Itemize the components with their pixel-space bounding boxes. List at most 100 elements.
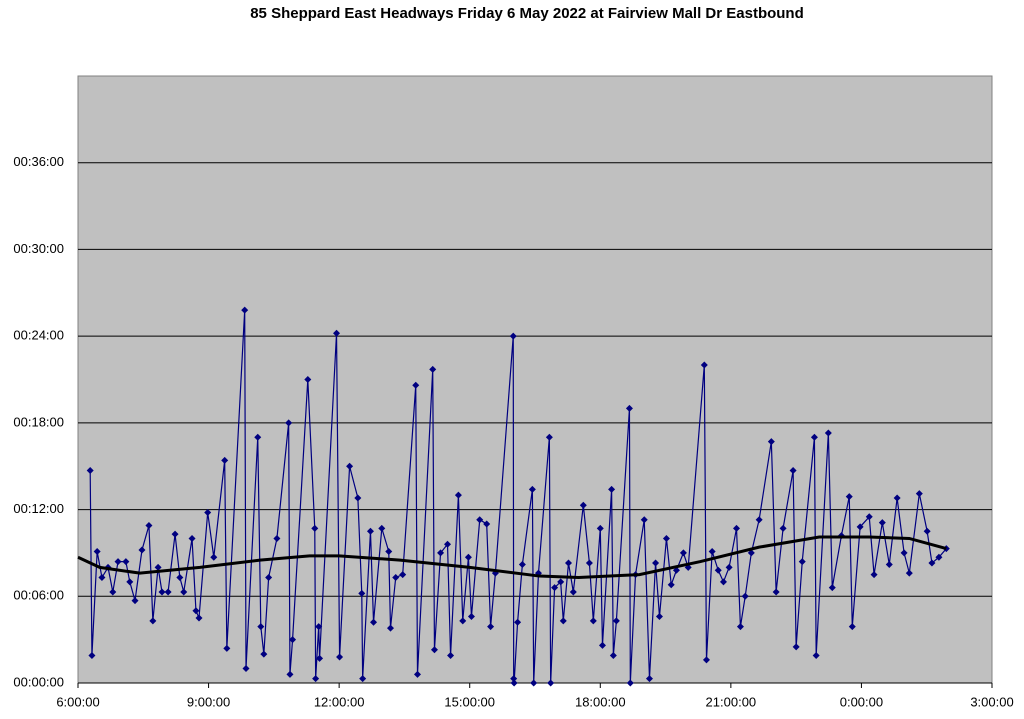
point-marker xyxy=(736,623,744,631)
point-marker xyxy=(870,571,878,579)
point-marker xyxy=(789,467,797,475)
y-tick-label: 00:36:00 xyxy=(13,154,64,169)
point-marker xyxy=(88,652,96,660)
point-marker xyxy=(885,560,893,568)
point-marker xyxy=(257,623,265,631)
trend-line xyxy=(77,535,947,579)
point-marker xyxy=(126,578,134,586)
point-marker xyxy=(667,581,675,589)
point-marker xyxy=(528,485,536,493)
y-tick-label: 00:30:00 xyxy=(13,241,64,256)
point-marker xyxy=(223,644,231,652)
point-marker xyxy=(358,589,366,597)
point-marker xyxy=(138,546,146,554)
point-marker xyxy=(316,654,324,662)
point-marker xyxy=(652,559,660,567)
point-marker xyxy=(547,679,555,687)
point-marker xyxy=(779,524,787,532)
point-marker xyxy=(304,376,312,383)
point-marker xyxy=(510,679,518,687)
point-marker xyxy=(289,636,297,644)
point-marker xyxy=(204,508,212,516)
point-marker xyxy=(354,494,362,502)
point-marker xyxy=(467,613,475,621)
point-marker xyxy=(392,573,400,581)
point-marker xyxy=(86,467,94,475)
point-marker xyxy=(131,597,139,605)
point-marker xyxy=(923,527,931,535)
point-marker xyxy=(188,534,196,542)
point-marker xyxy=(612,617,620,625)
x-tick-label: 15:00:00 xyxy=(444,694,495,709)
point-marker xyxy=(725,563,733,571)
point-marker xyxy=(565,559,573,567)
point-marker xyxy=(596,524,604,532)
y-tick-label: 00:06:00 xyxy=(13,588,64,603)
x-tick-label: 9:00:00 xyxy=(187,694,230,709)
point-marker xyxy=(447,652,455,660)
point-marker xyxy=(430,646,438,654)
point-marker xyxy=(905,569,913,577)
point-marker xyxy=(640,516,648,524)
point-marker xyxy=(346,462,354,470)
point-marker xyxy=(273,534,281,542)
point-marker xyxy=(315,623,323,631)
point-marker xyxy=(747,549,755,557)
point-marker xyxy=(464,553,472,561)
point-marker xyxy=(242,665,250,673)
point-marker xyxy=(158,588,166,596)
point-marker xyxy=(487,623,495,631)
point-marker xyxy=(625,404,633,412)
point-marker xyxy=(585,559,593,567)
point-marker xyxy=(154,563,162,571)
point-marker xyxy=(700,361,708,369)
point-marker xyxy=(336,653,344,661)
point-marker xyxy=(109,588,117,596)
y-tick-label: 00:00:00 xyxy=(13,674,64,689)
point-marker xyxy=(370,618,378,626)
x-tick-label: 21:00:00 xyxy=(706,694,757,709)
point-marker xyxy=(569,588,577,596)
point-marker xyxy=(176,573,184,581)
point-marker xyxy=(192,607,200,615)
point-marker xyxy=(387,624,395,632)
point-marker xyxy=(935,553,943,561)
x-tick-label: 12:00:00 xyxy=(314,694,365,709)
point-marker xyxy=(221,456,229,464)
point-marker xyxy=(626,679,634,687)
point-marker xyxy=(149,617,157,625)
point-marker xyxy=(378,524,386,532)
x-tick-label: 18:00:00 xyxy=(575,694,626,709)
point-marker xyxy=(719,578,727,586)
point-marker xyxy=(662,534,670,542)
point-marker xyxy=(557,578,565,586)
x-tick-label: 0:00:00 xyxy=(840,694,883,709)
x-tick-label: 3:00:00 xyxy=(970,694,1013,709)
point-marker xyxy=(454,491,462,499)
point-marker xyxy=(928,559,936,567)
point-marker xyxy=(900,549,908,557)
point-marker xyxy=(285,419,293,427)
point-marker xyxy=(878,519,886,527)
point-marker xyxy=(551,584,559,592)
point-marker xyxy=(164,588,172,596)
point-marker xyxy=(210,553,218,561)
point-marker xyxy=(509,332,517,340)
point-marker xyxy=(483,520,491,528)
point-marker xyxy=(865,513,873,521)
point-marker xyxy=(579,501,587,509)
point-marker xyxy=(848,623,856,631)
point-marker xyxy=(476,516,484,524)
point-marker xyxy=(856,523,864,531)
point-marker xyxy=(915,490,923,498)
point-marker xyxy=(510,675,518,683)
y-tick-label: 00:18:00 xyxy=(13,414,64,429)
point-marker xyxy=(286,670,294,678)
point-marker xyxy=(437,549,445,557)
point-marker xyxy=(412,381,420,389)
point-marker xyxy=(559,617,567,625)
point-marker xyxy=(755,516,763,524)
point-marker xyxy=(260,650,268,658)
x-tick-label: 6:00:00 xyxy=(56,694,99,709)
point-marker xyxy=(93,547,101,555)
